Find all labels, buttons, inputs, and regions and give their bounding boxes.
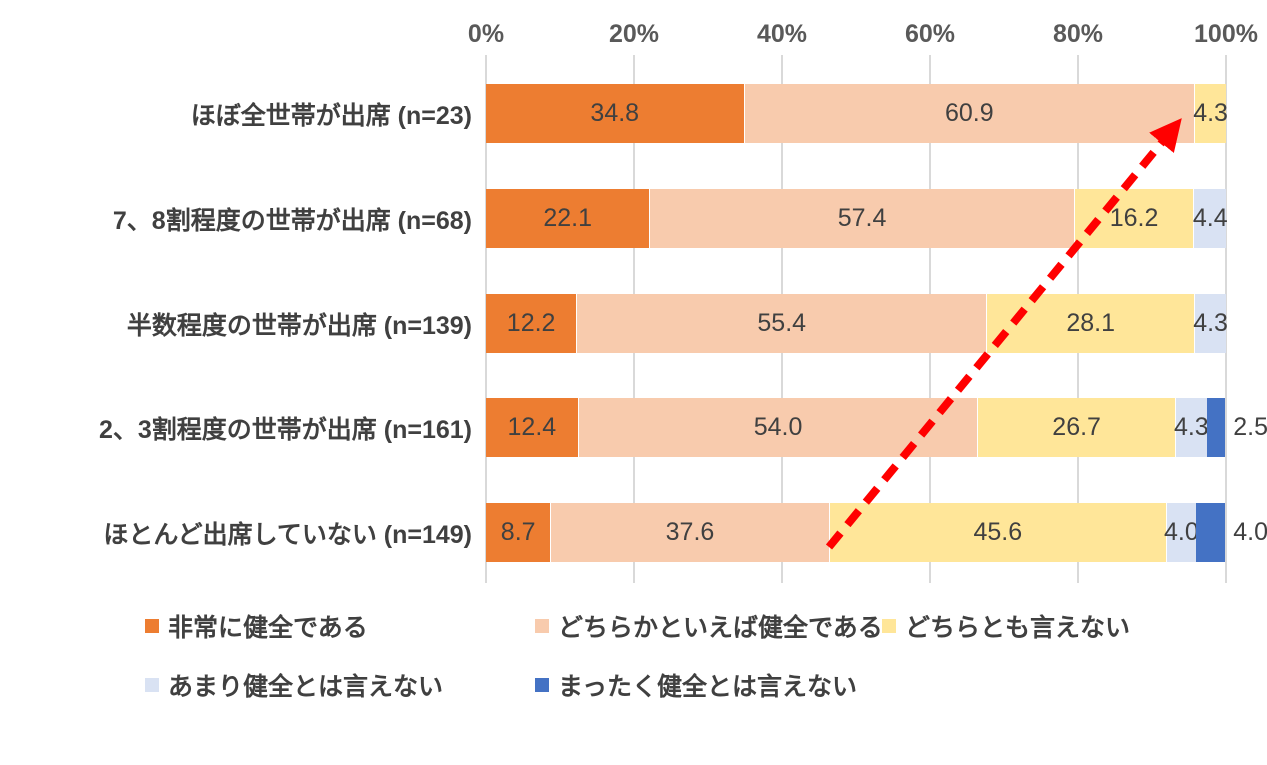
legend-item: どちらとも言えない (882, 611, 1131, 642)
bar-row: 12.4 54.0 26.7 4.3 2.5 (486, 398, 1267, 457)
bar-segment: 45.6 (828, 503, 1167, 562)
bar-segment (1206, 398, 1226, 457)
bar-segment: 55.4 (576, 294, 987, 353)
bar-segment: 12.2 (486, 294, 577, 353)
data-label: 34.8 (590, 99, 640, 127)
data-label-outside: 4.0 (1233, 518, 1267, 546)
data-label: 37.6 (665, 518, 715, 546)
bar-segment: 28.1 (986, 294, 1195, 353)
data-label: 57.4 (837, 204, 887, 232)
data-label: 60.9 (945, 99, 994, 127)
data-label: 26.7 (1052, 413, 1101, 441)
x-axis-tick-label: 60% (904, 20, 956, 48)
x-axis-tick-label: 0% (467, 20, 505, 48)
bar-segment: 16.2 (1073, 189, 1194, 248)
data-label: 4.3 (1173, 413, 1209, 441)
data-label: 16.2 (1109, 204, 1159, 232)
data-label: 22.1 (543, 204, 593, 232)
data-label: 8.7 (500, 518, 536, 546)
legend-label: あまり健全とは言えない (168, 673, 444, 701)
legend-label: どちらとも言えない (905, 614, 1131, 642)
legend-item: まったく健全とは言えない (535, 670, 858, 701)
category-label: ほとんど出席していない (n=149) (103, 520, 472, 549)
bar-row: 12.2 55.4 28.1 4.3 (486, 294, 1228, 353)
category-label: 7、8割程度の世帯が出席 (n=68) (112, 206, 472, 235)
category-label: ほぼ全世帯が出席 (n=23) (190, 101, 472, 130)
legend-item: どちらかといえば健全である (535, 611, 883, 642)
data-label: 4.0 (1163, 518, 1199, 546)
data-label: 4.3 (1193, 309, 1228, 337)
legend-item: 非常に健全である (145, 611, 368, 642)
bar-segment: 12.4 (486, 398, 578, 457)
gridline (1225, 55, 1227, 583)
x-axis-tick-label: 20% (608, 20, 660, 48)
bar-segment: 54.0 (577, 398, 978, 457)
data-label: 12.4 (507, 413, 557, 441)
bar-segment: 4.3 (1193, 84, 1228, 143)
bar-segment: 4.3 (1193, 294, 1228, 353)
data-label-outside: 2.5 (1233, 413, 1267, 441)
x-axis-tick-label: 40% (756, 20, 808, 48)
bar-row: 8.7 37.6 45.6 4.0 4.0 (486, 503, 1267, 562)
legend-swatch-icon (145, 619, 159, 633)
bar-segment: 22.1 (486, 189, 650, 248)
x-axis-tick-label: 100% (1194, 20, 1258, 48)
bar-segment: 8.7 (486, 503, 551, 562)
bar-segment (1195, 503, 1226, 562)
legend-label: 非常に健全である (168, 614, 368, 642)
legend-swatch-icon (535, 678, 549, 692)
data-label: 55.4 (757, 309, 807, 337)
data-label: 4.3 (1193, 99, 1228, 127)
bar-segment: 4.3 (1173, 398, 1209, 457)
bar-segment: 34.8 (486, 84, 744, 143)
bar-segment: 60.9 (743, 84, 1195, 143)
data-label: 54.0 (753, 413, 803, 441)
category-label: 2、3割程度の世帯が出席 (n=161) (99, 415, 472, 444)
bar-segment: 4.0 (1163, 503, 1199, 562)
legend-label: まったく健全とは言えない (558, 673, 858, 701)
data-label: 12.2 (506, 309, 556, 337)
data-label: 28.1 (1066, 309, 1116, 337)
legend-swatch-icon (535, 619, 549, 633)
bar-segment: 4.4 (1192, 189, 1228, 248)
bar-row: 34.8 60.9 4.3 (486, 84, 1228, 143)
x-axis-tick-label: 80% (1052, 20, 1104, 48)
legend-swatch-icon (882, 619, 896, 633)
bar-segment: 26.7 (977, 398, 1175, 457)
bar-segment: 57.4 (649, 189, 1074, 248)
data-label: 45.6 (973, 518, 1023, 546)
legend-item: あまり健全とは言えない (145, 670, 444, 701)
bar-row: 22.1 57.4 16.2 4.4 (486, 189, 1228, 248)
bar-segment: 37.6 (550, 503, 829, 562)
category-label: 半数程度の世帯が出席 (n=139) (126, 311, 472, 340)
legend-swatch-icon (145, 678, 159, 692)
legend-label: どちらかといえば健全である (558, 614, 883, 642)
data-label: 4.4 (1192, 204, 1228, 232)
